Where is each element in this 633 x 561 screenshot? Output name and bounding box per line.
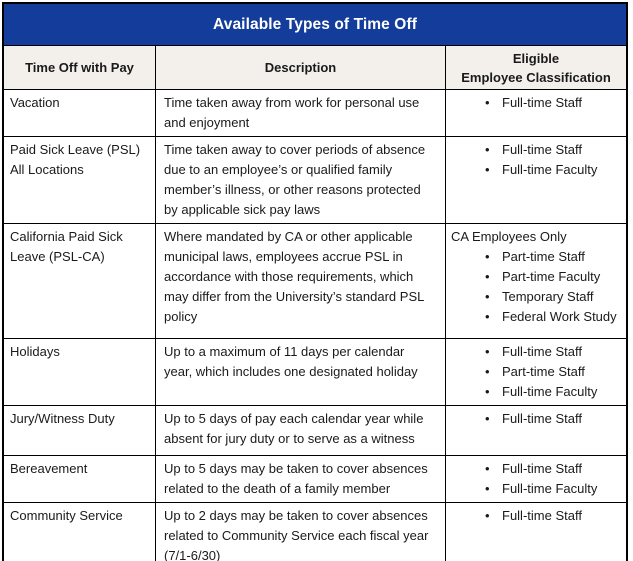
eligibility-item: • Full-time Faculty [485, 479, 624, 499]
eligibility-item: • Full-time Staff [485, 409, 624, 429]
eligibility-item-label: Part-time Staff [502, 249, 585, 264]
eligibility-list: • Full-time Staff [450, 506, 624, 526]
eligibility-cell: • Full-time Staff [445, 406, 626, 455]
eligibility-item: • Federal Work Study [485, 307, 624, 327]
time-off-description: Up to 5 days of pay each calendar year w… [155, 406, 445, 455]
eligibility-item-label: Full-time Staff [502, 142, 582, 157]
bullet-icon: • [485, 249, 490, 264]
bullet-icon: • [485, 142, 490, 157]
bullet-icon: • [485, 95, 490, 110]
table-row: California Paid Sick Leave (PSL-CA) Wher… [4, 224, 626, 339]
bullet-icon: • [485, 461, 490, 476]
eligibility-item-label: Full-time Staff [502, 508, 582, 523]
time-off-description: Time taken away from work for personal u… [155, 90, 445, 136]
eligibility-item: • Part-time Staff [485, 362, 624, 382]
table-row: Vacation Time taken away from work for p… [4, 90, 626, 137]
eligibility-list: • Full-time Staff [450, 409, 624, 429]
eligibility-item-label: Full-time Staff [502, 344, 582, 359]
time-off-description: Up to 5 days may be taken to cover absen… [155, 456, 445, 502]
bullet-icon: • [485, 411, 490, 426]
eligibility-item: • Full-time Staff [485, 93, 624, 113]
eligibility-item: • Part-time Faculty [485, 267, 624, 287]
eligibility-item-label: Full-time Staff [502, 461, 582, 476]
column-header-eligible-employee-classification: Eligible Employee Classification [445, 46, 626, 89]
eligibility-list: • Full-time Staff • Full-time Faculty [450, 459, 624, 499]
time-off-type: Paid Sick Leave (PSL) All Locations [10, 142, 141, 177]
time-off-description: Time taken away to cover periods of abse… [155, 137, 445, 223]
eligibility-cell: • Full-time Staff • Full-time Faculty [445, 137, 626, 223]
bullet-icon: • [485, 162, 490, 177]
eligibility-item-label: Federal Work Study [502, 309, 617, 324]
eligibility-item: • Full-time Staff [485, 140, 624, 160]
bullet-icon: • [485, 364, 490, 379]
eligibility-item-label: Part-time Staff [502, 364, 585, 379]
time-off-description: Up to a maximum of 11 days per calendar … [155, 339, 445, 405]
time-off-type: Bereavement [10, 461, 88, 476]
time-off-description: Up to 2 days may be taken to cover absen… [155, 503, 445, 561]
eligibility-item-label: Temporary Staff [502, 289, 594, 304]
table-row: Jury/Witness Duty Up to 5 days of pay ea… [4, 406, 626, 456]
eligibility-item: • Part-time Staff [485, 247, 624, 267]
eligibility-cell: • Full-time Staff [445, 503, 626, 561]
bullet-icon: • [485, 508, 490, 523]
eligibility-item-label: Full-time Staff [502, 95, 582, 110]
bullet-icon: • [485, 289, 490, 304]
eligibility-item: • Full-time Faculty [485, 382, 624, 402]
eligibility-item: • Temporary Staff [485, 287, 624, 307]
eligibility-item: • Full-time Faculty [485, 160, 624, 180]
eligibility-intro: CA Employees Only [451, 229, 567, 244]
table-row: Community Service Up to 2 days may be ta… [4, 503, 626, 561]
bullet-icon: • [485, 384, 490, 399]
bullet-icon: • [485, 344, 490, 359]
bullet-icon: • [485, 269, 490, 284]
time-off-description: Where mandated by CA or other applicable… [155, 224, 445, 338]
table-row: Paid Sick Leave (PSL) All Locations Time… [4, 137, 626, 224]
column-header-description: Description [155, 46, 445, 89]
eligibility-item: • Full-time Staff [485, 459, 624, 479]
eligibility-cell: CA Employees Only • Part-time Staff • Part-… [445, 224, 626, 338]
bullet-icon: • [485, 481, 490, 496]
eligibility-item: • Full-time Staff [485, 342, 624, 362]
eligibility-cell: • Full-time Staff [445, 90, 626, 136]
eligibility-list: • Full-time Staff [450, 93, 624, 113]
eligibility-list: • Part-time Staff • Part-time Faculty • Tempo… [450, 247, 624, 327]
table-title: Available Types of Time Off [213, 15, 417, 33]
eligibility-cell: • Full-time Staff • Part-time Staff • Full-ti… [445, 339, 626, 405]
time-off-type: Jury/Witness Duty [10, 411, 115, 426]
table-header-row: Time Off with Pay Description Eligible E… [4, 46, 626, 90]
eligibility-item-label: Full-time Faculty [502, 162, 598, 177]
time-off-type: Vacation [10, 95, 60, 110]
eligibility-list: • Full-time Staff • Full-time Faculty [450, 140, 624, 180]
bullet-icon: • [485, 309, 490, 324]
eligibility-item-label: Full-time Faculty [502, 481, 598, 496]
table-body: Vacation Time taken away from work for p… [4, 90, 626, 561]
eligibility-list: • Full-time Staff • Part-time Staff • Full-ti… [450, 342, 624, 402]
eligibility-item-label: Full-time Staff [502, 411, 582, 426]
time-off-type: California Paid Sick Leave (PSL-CA) [10, 229, 123, 264]
table-title-bar: Available Types of Time Off [4, 4, 626, 46]
column-header-time-off-with-pay: Time Off with Pay [25, 60, 134, 75]
table-row: Bereavement Up to 5 days may be taken to… [4, 456, 626, 503]
eligibility-item: • Full-time Staff [485, 506, 624, 526]
eligibility-item-label: Full-time Faculty [502, 384, 598, 399]
time-off-type: Holidays [10, 344, 60, 359]
table-row: Holidays Up to a maximum of 11 days per … [4, 339, 626, 406]
eligibility-item-label: Part-time Faculty [502, 269, 601, 284]
time-off-type: Community Service [10, 508, 123, 523]
eligibility-cell: • Full-time Staff • Full-time Faculty [445, 456, 626, 502]
